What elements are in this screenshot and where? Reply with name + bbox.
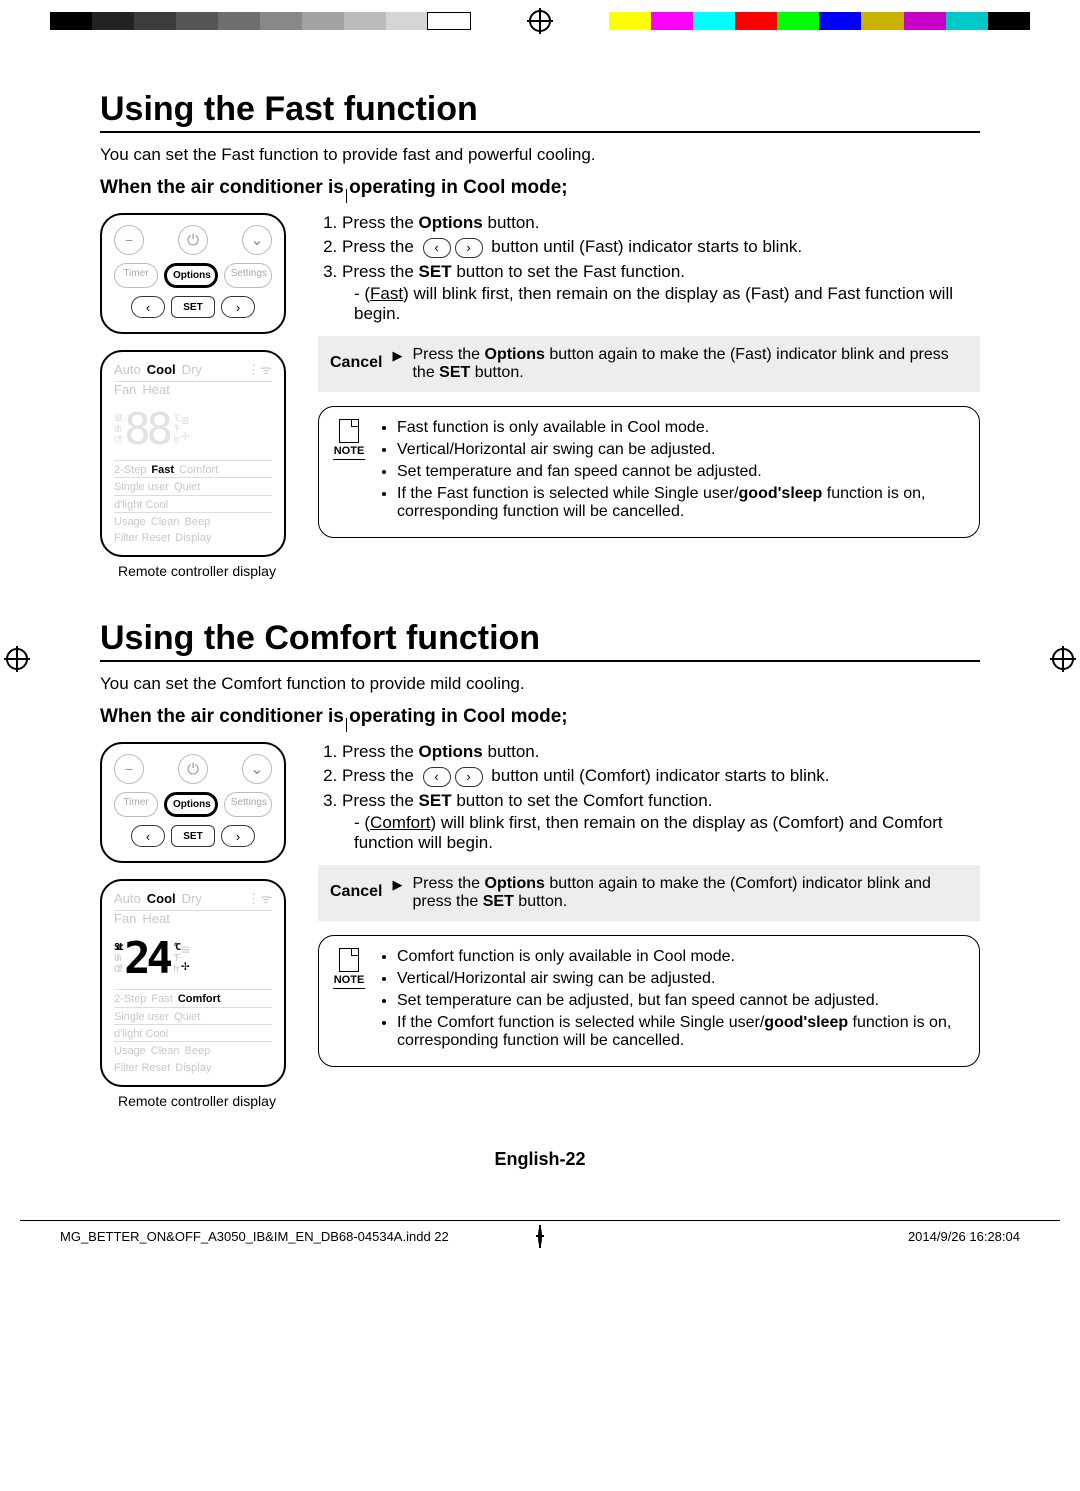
- note-item: Set temperature can be adjusted, but fan…: [397, 992, 965, 1010]
- note-icon: NOTE: [333, 948, 365, 989]
- intro-text: You can set the Comfort function to prov…: [100, 674, 980, 694]
- condition-heading: When the air conditioner is operating in…: [100, 706, 980, 728]
- down-icon: [242, 754, 272, 784]
- title-text: Using the Fast function: [100, 90, 478, 129]
- display-diagram-fast: ⋮ᯤ Auto Cool Dry Fan Heat Set On: [100, 350, 286, 557]
- note-item: If the Comfort function is selected whil…: [397, 1014, 965, 1050]
- minus-icon: −: [114, 225, 144, 255]
- note-item: Vertical/Horizontal air swing can be adj…: [397, 441, 965, 459]
- note-list: Comfort function is only available in Co…: [379, 948, 965, 1054]
- chevron-left-icon: ‹: [131, 825, 165, 847]
- options-pill: Options: [164, 263, 218, 288]
- intro-text: You can set the Fast function to provide…: [100, 145, 980, 165]
- steps-list: Press the Options button. Press the ‹› b…: [318, 742, 980, 853]
- step-3: Press the SET button to set the Comfort …: [342, 791, 980, 853]
- display-caption: Remote controller display: [118, 1093, 290, 1109]
- wifi-icon: ⋮ᯤ: [247, 362, 272, 379]
- steps-list: Press the Options button. Press the ‹› b…: [318, 213, 980, 324]
- arrow-icon: ▶: [392, 346, 402, 364]
- settings-pill: Settings: [224, 263, 272, 288]
- section-comfort-function: Using the Comfort function You can set t…: [100, 619, 980, 1108]
- note-icon: NOTE: [333, 419, 365, 460]
- timer-pill: Timer: [114, 263, 158, 288]
- timer-pill: Timer: [114, 792, 158, 817]
- note-item: If the Fast function is selected while S…: [397, 485, 965, 521]
- remote-diagram: − Timer Options Settings ‹ SET ›: [100, 742, 286, 863]
- section-title: Using the Comfort function: [100, 619, 980, 662]
- chevron-right-icon: ›: [221, 825, 255, 847]
- document-icon: [339, 948, 359, 972]
- document-icon: [339, 419, 359, 443]
- tick-mark: [346, 189, 347, 203]
- segment-digits: 88: [124, 401, 169, 458]
- cancel-label: Cancel: [330, 346, 382, 372]
- wifi-icon: ⋮ᯤ: [247, 891, 272, 908]
- step-1: Press the Options button.: [342, 213, 980, 233]
- cancel-text: Press the Options button again to make t…: [412, 875, 968, 911]
- step-1: Press the Options button.: [342, 742, 980, 762]
- section-fast-function: Using the Fast function You can set the …: [100, 90, 980, 579]
- footer-filename: MG_BETTER_ON&OFF_A3050_IB&IM_EN_DB68-045…: [60, 1229, 449, 1244]
- print-footer: MG_BETTER_ON&OFF_A3050_IB&IM_EN_DB68-045…: [20, 1220, 1060, 1256]
- segment-digits: 24: [124, 930, 169, 987]
- minus-icon: −: [114, 754, 144, 784]
- display-diagram-comfort: ⋮ᯤ Auto Cool Dry Fan Heat Set On: [100, 879, 286, 1086]
- chevron-right-icon: ›: [221, 296, 255, 318]
- footer-timestamp: 2014/9/26 16:28:04: [908, 1229, 1020, 1244]
- step-2: Press the ‹› button until (Fast) indicat…: [342, 237, 980, 258]
- set-pill: SET: [171, 825, 215, 847]
- display-caption: Remote controller display: [118, 563, 290, 579]
- registration-mark-bottom: [538, 1229, 542, 1244]
- note-item: Set temperature and fan speed cannot be …: [397, 463, 965, 481]
- note-item: Comfort function is only available in Co…: [397, 948, 965, 966]
- note-item: Fast function is only available in Cool …: [397, 419, 965, 437]
- cancel-text: Press the Options button again to make t…: [412, 346, 968, 382]
- registration-mark-top: [471, 12, 608, 30]
- title-text: Using the Comfort function: [100, 619, 540, 658]
- note-box: NOTE Fast function is only available in …: [318, 406, 980, 538]
- note-list: Fast function is only available in Cool …: [379, 419, 965, 525]
- note-label: NOTE: [334, 974, 365, 986]
- print-colorbar: [50, 12, 1030, 30]
- note-box: NOTE Comfort function is only available …: [318, 935, 980, 1067]
- power-icon: [178, 225, 208, 255]
- arrow-icon: ▶: [392, 875, 402, 893]
- note-label: NOTE: [334, 445, 365, 457]
- nav-pills-icon: ‹›: [423, 238, 483, 258]
- remote-diagram: − Timer Options Settings ‹ SET ›: [100, 213, 286, 334]
- tick-mark: [346, 718, 347, 732]
- power-icon: [178, 754, 208, 784]
- note-item: Vertical/Horizontal air swing can be adj…: [397, 970, 965, 988]
- step-2: Press the ‹› button until (Comfort) indi…: [342, 766, 980, 787]
- chevron-left-icon: ‹: [131, 296, 165, 318]
- page-number: English-22: [100, 1149, 980, 1170]
- settings-pill: Settings: [224, 792, 272, 817]
- step-3: Press the SET button to set the Fast fun…: [342, 262, 980, 324]
- cancel-box: Cancel ▶ Press the Options button again …: [318, 336, 980, 392]
- nav-pills-icon: ‹›: [423, 767, 483, 787]
- cancel-box: Cancel ▶ Press the Options button again …: [318, 865, 980, 921]
- cancel-label: Cancel: [330, 875, 382, 901]
- section-title: Using the Fast function: [100, 90, 980, 133]
- down-icon: [242, 225, 272, 255]
- options-pill: Options: [164, 792, 218, 817]
- set-pill: SET: [171, 296, 215, 318]
- condition-heading: When the air conditioner is operating in…: [100, 177, 980, 199]
